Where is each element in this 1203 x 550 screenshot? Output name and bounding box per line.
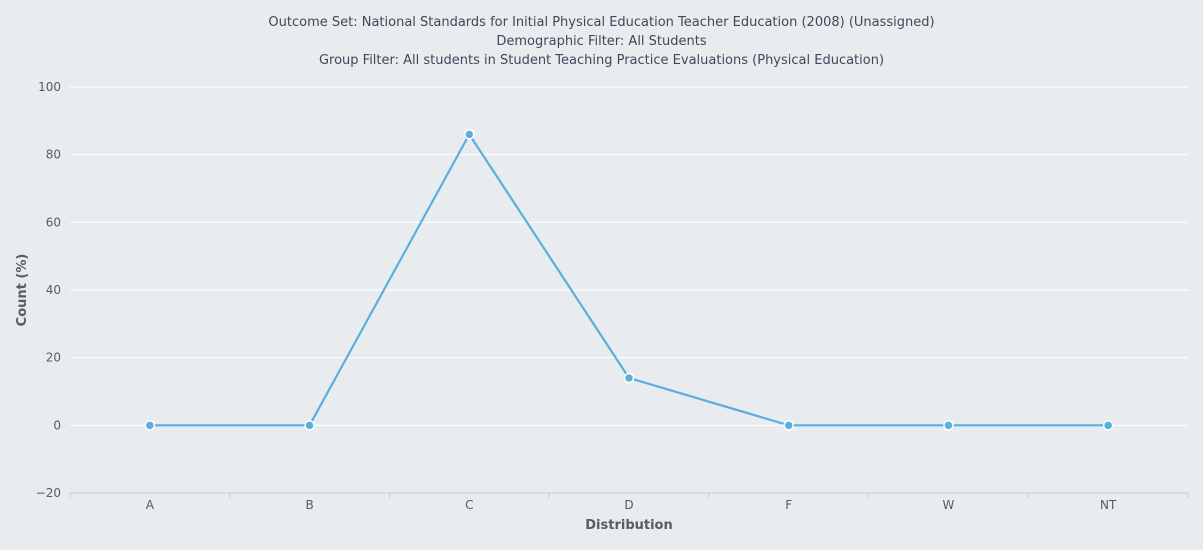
x-tick-label: D: [624, 498, 633, 512]
x-tick-label: B: [305, 498, 313, 512]
y-tick-label: 60: [46, 215, 61, 229]
y-axis-title: Count (%): [15, 254, 30, 327]
x-tick-label: A: [146, 498, 155, 512]
y-tick-label: 0: [53, 418, 61, 432]
data-point: [783, 420, 794, 431]
x-tick-label: C: [465, 498, 473, 512]
x-tick-label: W: [942, 498, 954, 512]
chart-subtitle-demographic: Demographic Filter: All Students: [496, 34, 707, 49]
data-point: [943, 420, 954, 431]
data-point: [464, 129, 475, 140]
x-tick-label: F: [785, 498, 792, 512]
chart-title-block: Outcome Set: National Standards for Init…: [0, 13, 1203, 70]
y-tick-label: 20: [46, 351, 61, 365]
chart-title: Outcome Set: National Standards for Init…: [268, 15, 935, 30]
x-axis-title: Distribution: [585, 518, 672, 533]
y-tick-label: −20: [36, 486, 61, 500]
data-point: [1102, 420, 1114, 431]
y-tick-label: 40: [46, 283, 61, 297]
data-point: [304, 420, 315, 431]
data-point: [623, 372, 635, 384]
chart-subtitle-group: Group Filter: All students in Student Te…: [318, 53, 885, 68]
y-tick-label: 80: [46, 148, 61, 162]
x-tick-label: NT: [1100, 498, 1117, 512]
data-point: [144, 420, 156, 431]
y-tick-label: 100: [38, 80, 61, 94]
